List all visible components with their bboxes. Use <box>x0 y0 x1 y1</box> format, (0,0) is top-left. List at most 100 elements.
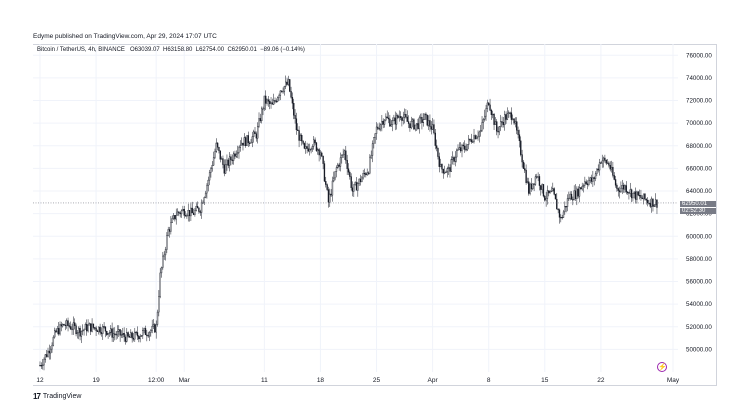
candle-down <box>302 140 304 144</box>
chart-pane[interactable] <box>33 44 717 386</box>
candle-down <box>644 193 646 200</box>
ohlc-low: 62754.00 <box>199 47 225 53</box>
candle-down <box>86 324 88 332</box>
candle-down <box>413 119 415 130</box>
candle-up <box>458 147 460 150</box>
candle-down <box>600 162 602 164</box>
candle-up <box>439 164 442 167</box>
candle-up <box>152 324 155 327</box>
candle-down <box>119 329 121 336</box>
candle-up <box>455 149 458 158</box>
candle-up <box>110 328 112 333</box>
candle-down <box>114 333 116 335</box>
candle-up <box>450 159 452 172</box>
candle-up <box>84 324 87 330</box>
x-tick-label: 8 <box>487 377 491 384</box>
candle-down <box>255 133 258 139</box>
candle-down <box>115 334 117 336</box>
candle-down <box>544 195 546 201</box>
candle-down <box>178 211 180 214</box>
candle-up <box>282 91 284 93</box>
candle-up <box>102 326 104 334</box>
candle-down <box>649 202 651 207</box>
candle-down <box>646 199 649 204</box>
candle-down <box>429 120 431 127</box>
candle-up <box>253 131 255 137</box>
candle-down <box>399 116 402 118</box>
candle-up <box>142 330 144 336</box>
candle-up <box>277 97 279 102</box>
candle-up <box>190 207 192 217</box>
candle-down <box>590 177 593 182</box>
candle-down <box>597 168 599 171</box>
candle-up <box>215 142 217 152</box>
candle-down <box>593 177 595 179</box>
candle-up <box>391 120 394 125</box>
ohlc-close: 62950.01 <box>231 47 257 53</box>
candle-down <box>184 215 187 217</box>
candle-up <box>187 210 189 216</box>
candle-down <box>409 123 411 129</box>
candle-up <box>212 157 215 166</box>
candle-down <box>465 149 467 151</box>
candle-down <box>247 135 249 144</box>
candle-down <box>521 154 523 163</box>
candle-up <box>107 333 109 335</box>
candle-up <box>537 176 539 178</box>
candle-up <box>653 204 655 207</box>
candle-down <box>290 91 292 98</box>
candle-down <box>528 181 530 194</box>
tradingview-logo[interactable]: 17 TradingView <box>33 392 81 401</box>
candle-down <box>196 206 199 209</box>
candle-down <box>490 110 493 115</box>
candle-up <box>175 215 177 220</box>
candle-down <box>127 332 129 337</box>
candle-down <box>397 115 399 118</box>
candle-up <box>592 177 594 182</box>
candle-up <box>172 215 175 219</box>
candle-up <box>642 193 645 200</box>
countdown-tag: 02:52:30 <box>680 208 716 214</box>
candle-up <box>443 171 446 174</box>
candle-up <box>485 108 487 117</box>
candle-down <box>223 164 225 174</box>
candle-down <box>286 81 288 85</box>
candle-up <box>182 208 184 211</box>
candle-down <box>608 162 610 166</box>
candle-down <box>323 163 326 182</box>
candle-down <box>70 326 72 330</box>
candle-up <box>621 185 623 189</box>
candle-up <box>246 135 248 146</box>
candle-down <box>188 210 191 217</box>
candle-up <box>385 116 387 121</box>
candle-up <box>598 162 601 171</box>
candle-up <box>529 183 531 194</box>
candle-up <box>589 177 591 182</box>
candle-down <box>382 120 384 125</box>
candle-down <box>401 117 403 121</box>
candle-up <box>423 113 426 120</box>
candle-down <box>64 324 67 327</box>
candle-down <box>60 324 63 327</box>
candle-down <box>138 335 140 340</box>
candle-up <box>629 189 631 194</box>
candle-up <box>98 326 100 332</box>
candle-up <box>224 164 227 174</box>
candle-up <box>214 151 216 158</box>
candle-down <box>612 166 614 176</box>
candle-down <box>144 328 147 336</box>
candle-up <box>112 333 115 338</box>
lightning-icon[interactable]: ⚡ <box>657 362 667 372</box>
candle-down <box>586 183 589 185</box>
candle-down <box>605 159 607 164</box>
candle-down <box>314 139 316 143</box>
candle-up <box>494 121 497 125</box>
candle-down <box>100 332 103 334</box>
candle-down <box>378 128 380 130</box>
candle-down <box>154 324 156 333</box>
candle-up <box>482 119 485 123</box>
candle-down <box>267 99 270 102</box>
candle-down <box>426 114 428 126</box>
candle-up <box>195 206 197 211</box>
